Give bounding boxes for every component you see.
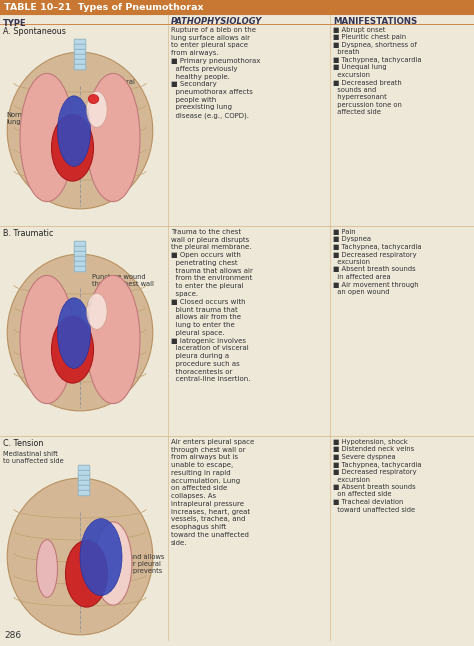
Text: ■ Hypotension, shock
■ Distended neck veins
■ Severe dyspnea
■ Tachypnea, tachyc: ■ Hypotension, shock ■ Distended neck ve… (333, 439, 421, 512)
Ellipse shape (7, 478, 153, 635)
Ellipse shape (52, 317, 93, 383)
FancyBboxPatch shape (74, 256, 86, 262)
Ellipse shape (36, 539, 57, 598)
Text: A. Spontaneous: A. Spontaneous (3, 27, 66, 36)
Text: Pleural
space: Pleural space (112, 79, 135, 92)
FancyBboxPatch shape (74, 241, 86, 247)
FancyBboxPatch shape (74, 64, 86, 70)
Text: ■ Pain
■ Dyspnea
■ Tachypnea, tachycardia
■ Decreased respiratory
  excursion
■ : ■ Pain ■ Dyspnea ■ Tachypnea, tachycardi… (333, 229, 421, 295)
Text: MANIFESTATIONS: MANIFESTATIONS (333, 17, 417, 26)
FancyBboxPatch shape (78, 470, 90, 476)
FancyBboxPatch shape (74, 251, 86, 257)
Text: C. Tension: C. Tension (3, 439, 44, 448)
Text: B. Traumatic: B. Traumatic (3, 229, 54, 238)
Ellipse shape (20, 275, 74, 404)
Ellipse shape (65, 541, 108, 607)
FancyBboxPatch shape (78, 465, 90, 471)
Ellipse shape (57, 298, 91, 368)
Text: Rupture of a bleb on the
lung surface allows air
to enter pleural space
from air: Rupture of a bleb on the lung surface al… (171, 27, 260, 119)
Ellipse shape (20, 74, 74, 202)
Ellipse shape (87, 91, 107, 127)
Text: 286: 286 (4, 631, 21, 640)
Text: Air enters pleural space
through chest wall or
from airways but is
unable to esc: Air enters pleural space through chest w… (171, 439, 254, 546)
Text: PATHOPHYSIOLOGY: PATHOPHYSIOLOGY (171, 17, 263, 26)
Text: Mediastinal shift
to unaffected side: Mediastinal shift to unaffected side (3, 451, 64, 464)
Ellipse shape (57, 96, 91, 167)
FancyBboxPatch shape (74, 266, 86, 272)
FancyBboxPatch shape (74, 49, 86, 55)
FancyBboxPatch shape (74, 44, 86, 50)
FancyBboxPatch shape (74, 261, 86, 267)
FancyBboxPatch shape (74, 246, 86, 252)
FancyBboxPatch shape (78, 475, 90, 481)
FancyBboxPatch shape (78, 490, 90, 495)
FancyBboxPatch shape (74, 54, 86, 60)
Ellipse shape (87, 293, 107, 329)
Ellipse shape (86, 275, 140, 404)
Bar (0, 0, 474, 14)
Ellipse shape (7, 52, 153, 209)
Text: TABLE 10–21  Types of Pneumothorax: TABLE 10–21 Types of Pneumothorax (4, 3, 204, 12)
Text: Trauma to the chest
wall or pleura disrupts
the pleural membrane.
■ Open occurs : Trauma to the chest wall or pleura disru… (171, 229, 253, 382)
Text: Chest wound allows
air to enter pleural
space but prevents
escape.: Chest wound allows air to enter pleural … (98, 554, 164, 581)
Text: Puncture wound
through chest wall: Puncture wound through chest wall (92, 274, 154, 287)
Ellipse shape (88, 94, 99, 103)
Text: ■ Abrupt onset
■ Pleuritic chest pain
■ Dyspnea, shortness of
  breath
■ Tachypn: ■ Abrupt onset ■ Pleuritic chest pain ■ … (333, 27, 421, 116)
Ellipse shape (86, 74, 140, 202)
FancyBboxPatch shape (74, 59, 86, 65)
Ellipse shape (7, 255, 153, 411)
FancyBboxPatch shape (78, 485, 90, 491)
Text: TYPE: TYPE (3, 19, 27, 28)
FancyBboxPatch shape (78, 480, 90, 486)
Ellipse shape (80, 519, 122, 596)
Text: Normal
lung: Normal lung (6, 112, 30, 125)
Ellipse shape (52, 114, 93, 181)
FancyBboxPatch shape (74, 39, 86, 45)
Ellipse shape (94, 522, 132, 605)
